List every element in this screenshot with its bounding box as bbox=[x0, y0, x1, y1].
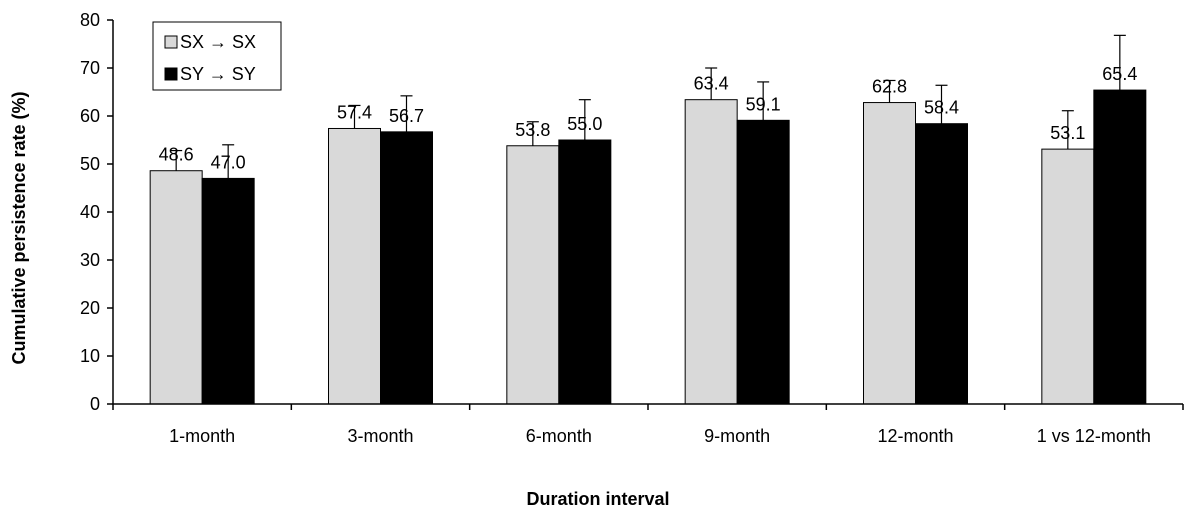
bar bbox=[328, 127, 381, 405]
data-label: 57.4 bbox=[337, 102, 372, 122]
x-tick-label: 1 vs 12-month bbox=[1037, 426, 1151, 446]
bar bbox=[863, 102, 916, 405]
data-label: 47.0 bbox=[211, 152, 246, 172]
bar bbox=[201, 177, 255, 405]
legend-label-sx: SX → SX bbox=[180, 32, 256, 52]
y-tick-label: 80 bbox=[80, 10, 100, 30]
x-tick-label: 12-month bbox=[877, 426, 953, 446]
x-tick-label: 9-month bbox=[704, 426, 770, 446]
error-bars-layer bbox=[170, 34, 1126, 179]
bar bbox=[736, 119, 790, 405]
y-tick-label: 0 bbox=[90, 394, 100, 414]
data-labels-layer: 48.6 57.4 53.8 63.4 62.8 53.1 47.0 56.7 55.0 59.1… bbox=[159, 64, 1138, 172]
data-label: 58.4 bbox=[924, 98, 959, 118]
bar bbox=[380, 131, 433, 405]
data-label: 56.7 bbox=[389, 106, 424, 126]
y-tick-label: 70 bbox=[80, 58, 100, 78]
bars-layer bbox=[149, 89, 1147, 405]
legend-swatch-sx bbox=[164, 35, 178, 49]
x-tick-label: 3-month bbox=[347, 426, 413, 446]
bar bbox=[149, 170, 203, 405]
bar bbox=[915, 123, 968, 405]
bar bbox=[1093, 89, 1147, 405]
y-tick-label: 30 bbox=[80, 250, 100, 270]
bar bbox=[558, 139, 612, 405]
x-ticks: 1-month 3-month 6-month 9-month 12-month 1 vs… bbox=[112, 404, 1184, 446]
data-label: 63.4 bbox=[694, 74, 729, 94]
data-label: 53.1 bbox=[1050, 123, 1085, 143]
y-tick-label: 50 bbox=[80, 154, 100, 174]
legend-swatch-sy bbox=[164, 67, 178, 81]
y-tick-label: 40 bbox=[80, 202, 100, 222]
data-label: 59.1 bbox=[746, 94, 781, 114]
bar bbox=[506, 145, 560, 405]
data-label: 65.4 bbox=[1102, 64, 1137, 84]
data-label: 55.0 bbox=[567, 114, 602, 134]
legend-label-sy: SY → SY bbox=[180, 64, 256, 84]
y-tick-label: 10 bbox=[80, 346, 100, 366]
x-tick-label: 1-month bbox=[169, 426, 235, 446]
y-ticks: 0 10 20 30 40 50 60 70 80 bbox=[80, 10, 113, 414]
x-tick-label: 6-month bbox=[526, 426, 592, 446]
data-label: 48.6 bbox=[159, 145, 194, 165]
bar bbox=[684, 99, 738, 405]
data-label: 53.8 bbox=[515, 120, 550, 140]
data-label: 62.8 bbox=[872, 77, 907, 97]
x-axis-title: Duration interval bbox=[526, 489, 669, 509]
y-tick-label: 20 bbox=[80, 298, 100, 318]
bar bbox=[1041, 148, 1095, 405]
y-tick-label: 60 bbox=[80, 106, 100, 126]
legend: SX → SX SY → SY bbox=[152, 21, 282, 91]
y-axis-title: Cumulative persistence rate (%) bbox=[9, 91, 29, 364]
